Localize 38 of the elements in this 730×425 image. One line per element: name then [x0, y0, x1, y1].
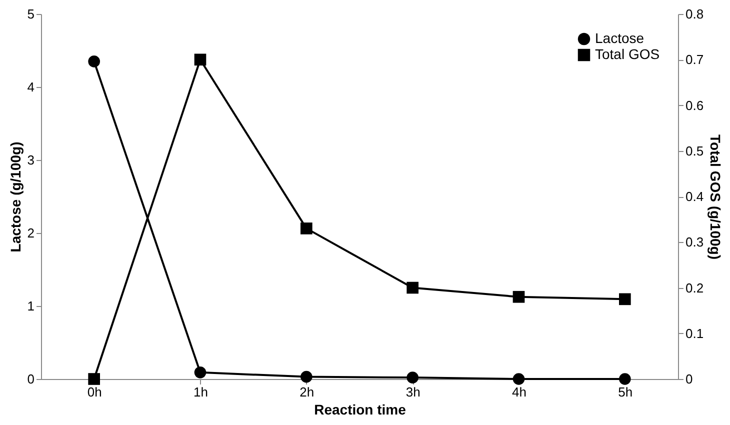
- point: [300, 222, 312, 234]
- y2-tick-label: 0.8: [686, 6, 704, 22]
- x-tick-label: 5h: [618, 384, 633, 400]
- y2-tick-label: 0.7: [686, 52, 704, 68]
- x-tick-label: 4h: [512, 384, 526, 400]
- point: [88, 56, 100, 68]
- x-tick-label: 1h: [194, 384, 208, 400]
- point: [619, 293, 631, 306]
- point: [194, 366, 206, 378]
- y-axis-title: Lactose (g/100g): [7, 142, 24, 252]
- x-tick-label: 0h: [87, 384, 102, 400]
- legend-label: Total GOS: [595, 46, 660, 62]
- y2-tick-label: 0.6: [686, 98, 704, 113]
- y2-axis-title: Total GOS (g/100g): [708, 134, 724, 260]
- point: [88, 373, 100, 385]
- point: [300, 370, 312, 383]
- y2-tick-label: 0.4: [686, 189, 704, 204]
- y-tick-label: 1: [27, 298, 34, 314]
- legend-label: Lactose: [595, 30, 644, 46]
- x-axis-title: Reaction time: [314, 402, 406, 418]
- y-tick-label: 5: [27, 6, 34, 22]
- y2-tick-label: 0.3: [686, 234, 704, 250]
- x-tick-label: 3h: [406, 384, 420, 400]
- y-tick-label: 4: [27, 80, 34, 94]
- point: [512, 290, 525, 303]
- x-tick-label: 2h: [300, 384, 314, 400]
- y2-tick-label: 0: [686, 372, 693, 386]
- point: [619, 373, 631, 385]
- point: [406, 282, 418, 294]
- point: [512, 373, 525, 385]
- y2-tick-label: 0.2: [686, 280, 704, 296]
- y2-tick-label: 0.5: [686, 143, 704, 158]
- y-tick-label: 0: [27, 372, 34, 386]
- point: [406, 372, 418, 384]
- y-tick-label: 3: [27, 152, 34, 168]
- y2-tick-label: 0.1: [686, 326, 704, 341]
- y-tick-label: 2: [27, 226, 34, 240]
- point: [194, 54, 206, 66]
